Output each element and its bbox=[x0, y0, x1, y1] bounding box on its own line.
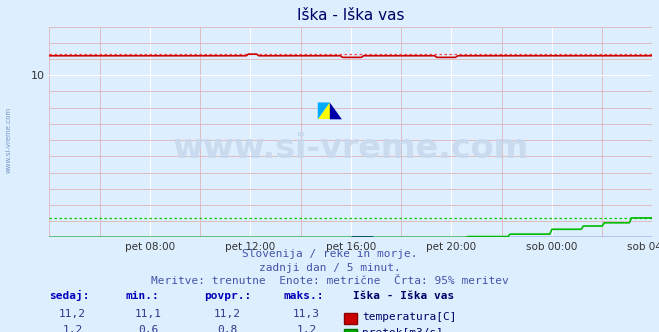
Text: 11,3: 11,3 bbox=[293, 309, 320, 319]
Text: 0,8: 0,8 bbox=[217, 325, 237, 332]
Text: 0,6: 0,6 bbox=[138, 325, 158, 332]
Text: sedaj:: sedaj: bbox=[49, 290, 90, 301]
Text: temperatura[C]: temperatura[C] bbox=[362, 312, 456, 322]
Text: min.:: min.: bbox=[125, 291, 159, 301]
Polygon shape bbox=[330, 103, 342, 119]
Text: 1,2: 1,2 bbox=[63, 325, 82, 332]
Polygon shape bbox=[318, 103, 330, 119]
Text: www.si-vreme.com: www.si-vreme.com bbox=[5, 106, 12, 173]
Text: Slovenija / reke in morje.: Slovenija / reke in morje. bbox=[242, 249, 417, 259]
Text: www.si-vreme.com: www.si-vreme.com bbox=[173, 132, 529, 165]
Text: 1,2: 1,2 bbox=[297, 325, 316, 332]
Text: 11,1: 11,1 bbox=[135, 309, 161, 319]
Text: Meritve: trenutne  Enote: metrične  Črta: 95% meritev: Meritve: trenutne Enote: metrične Črta: … bbox=[151, 276, 508, 286]
Text: zadnji dan / 5 minut.: zadnji dan / 5 minut. bbox=[258, 263, 401, 273]
Text: 11,2: 11,2 bbox=[214, 309, 241, 319]
Text: povpr.:: povpr.: bbox=[204, 291, 252, 301]
Text: 11,2: 11,2 bbox=[59, 309, 86, 319]
Text: Iška - Iška vas: Iška - Iška vas bbox=[353, 291, 454, 301]
Title: Iška - Iška vas: Iška - Iška vas bbox=[297, 8, 405, 23]
Text: maks.:: maks.: bbox=[283, 291, 324, 301]
Text: pretok[m3/s]: pretok[m3/s] bbox=[362, 328, 443, 332]
Polygon shape bbox=[318, 103, 330, 119]
